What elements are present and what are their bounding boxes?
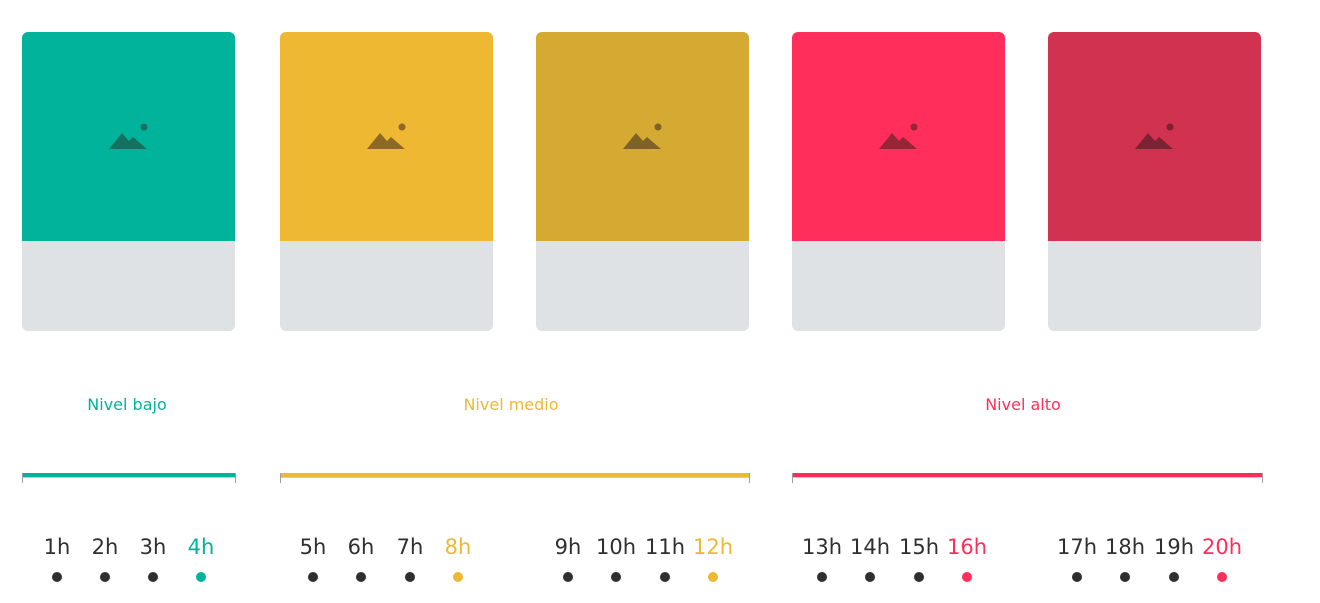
hour-dot: [563, 572, 573, 582]
hour-label-3h: 3h: [139, 535, 167, 559]
image-placeholder-icon: [108, 123, 147, 149]
hour-label-8h: 8h: [444, 535, 472, 559]
image-placeholder-icon: [878, 123, 917, 149]
hour-label-10h: 10h: [595, 535, 637, 559]
hour-label-17h: 17h: [1056, 535, 1098, 559]
hour-dot: [52, 572, 62, 582]
hour-label-14h: 14h: [849, 535, 891, 559]
hour-label-9h: 9h: [554, 535, 582, 559]
hour-dot: [405, 572, 415, 582]
card-high-1: [792, 32, 1005, 331]
hour-dot: [1120, 572, 1130, 582]
hour-dot-highlighted: [962, 572, 972, 582]
range-bar-fill: [23, 473, 235, 477]
hour-label-12h: 12h: [692, 535, 734, 559]
image-placeholder-icon: [622, 123, 661, 149]
hour-dot: [100, 572, 110, 582]
hour-dot-highlighted: [453, 572, 463, 582]
hour-label-5h: 5h: [299, 535, 327, 559]
range-bar-high: [792, 473, 1263, 483]
hour-dot: [817, 572, 827, 582]
card-image: [792, 32, 1005, 241]
hour-dot-highlighted: [708, 572, 718, 582]
hour-dot: [148, 572, 158, 582]
hour-label-1h: 1h: [43, 535, 71, 559]
level-label-medium: Nivel medio: [463, 395, 559, 414]
hour-dot: [660, 572, 670, 582]
level-label-low: Nivel bajo: [87, 395, 167, 414]
hour-dot-highlighted: [196, 572, 206, 582]
range-bar-medium: [280, 473, 750, 483]
hour-dot: [356, 572, 366, 582]
range-bar-fill: [281, 473, 749, 477]
level-label-high: Nivel alto: [985, 395, 1061, 414]
range-bar-low: [22, 473, 236, 483]
hour-label-7h: 7h: [396, 535, 424, 559]
hour-label-2h: 2h: [91, 535, 119, 559]
hour-dot: [1072, 572, 1082, 582]
hour-dot: [914, 572, 924, 582]
card-image: [536, 32, 749, 241]
card-image: [280, 32, 493, 241]
hour-dot: [611, 572, 621, 582]
hour-label-13h: 13h: [801, 535, 843, 559]
hour-label-19h: 19h: [1153, 535, 1195, 559]
hour-label-15h: 15h: [898, 535, 940, 559]
card-image: [1048, 32, 1261, 241]
hour-label-20h: 20h: [1201, 535, 1243, 559]
hour-label-18h: 18h: [1104, 535, 1146, 559]
hour-label-11h: 11h: [644, 535, 686, 559]
card-high-2: [1048, 32, 1261, 331]
card-medium-1: [280, 32, 493, 331]
hour-dot: [308, 572, 318, 582]
card-low: [22, 32, 235, 331]
image-placeholder-icon: [366, 123, 405, 149]
hour-label-4h: 4h: [187, 535, 215, 559]
hour-dot: [865, 572, 875, 582]
hour-label-6h: 6h: [347, 535, 375, 559]
card-image: [22, 32, 235, 241]
image-placeholder-icon: [1134, 123, 1173, 149]
card-medium-2: [536, 32, 749, 331]
hour-dot-highlighted: [1217, 572, 1227, 582]
range-bar-fill: [793, 473, 1262, 477]
hour-dot: [1169, 572, 1179, 582]
hour-label-16h: 16h: [946, 535, 988, 559]
